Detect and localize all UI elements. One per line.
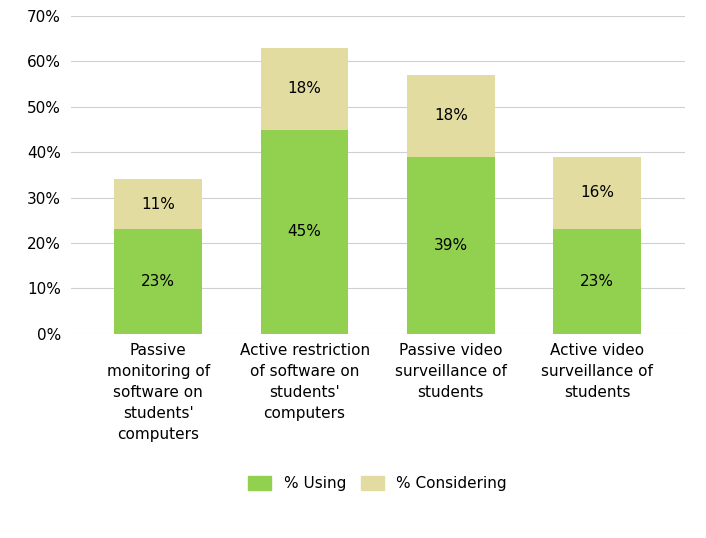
Text: 18%: 18% (287, 81, 321, 96)
Bar (407, 75, 495, 157)
Bar (554, 157, 641, 229)
Text: 16%: 16% (580, 186, 614, 201)
Text: 23%: 23% (141, 274, 175, 289)
Bar (261, 48, 349, 130)
Text: 45%: 45% (287, 224, 321, 239)
Bar (554, 229, 641, 334)
Text: 39%: 39% (433, 238, 468, 253)
Legend: % Using, % Considering: % Using, % Considering (249, 476, 507, 491)
Bar (114, 179, 202, 229)
Bar (114, 229, 202, 334)
Text: 18%: 18% (434, 108, 468, 123)
Bar (407, 157, 495, 334)
Bar (261, 130, 349, 334)
Text: 11%: 11% (141, 197, 175, 212)
Text: 23%: 23% (580, 274, 614, 289)
